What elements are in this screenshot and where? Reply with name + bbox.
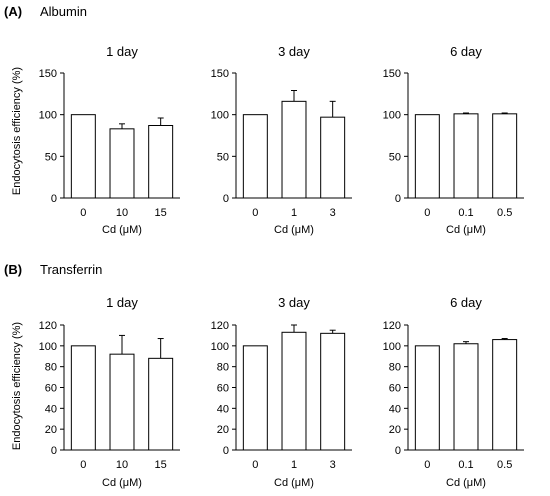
panel-b-chart-3-bar (414, 345, 440, 451)
panel-a-chart-3-bar (414, 114, 440, 199)
panel-b-chart-2-y-tick-label: 60 (217, 383, 229, 395)
panel-a-chart-2-y-tick-label: 0 (223, 193, 229, 205)
panel-b-chart-1-y-tick-label: 100 (39, 341, 57, 353)
panel-b-chart-2-xlabel: Cd (μM) (274, 477, 314, 489)
panel-a-chart-3-y-tick-label: 50 (389, 151, 401, 163)
panel-b-chart-2-x-tick-label: 3 (330, 459, 336, 471)
panel-b-chart-3-xlabel: Cd (μM) (446, 477, 486, 489)
panel-b-chart-2-y-tick-label: 0 (223, 445, 229, 457)
panel-b-chart-3-y-tick-label: 80 (389, 362, 401, 374)
panel-a-chart-3-x-tick-label: 0.5 (497, 207, 512, 219)
panel-a-chart-2-y-tick-label: 50 (217, 151, 229, 163)
panel-b-chart-3-y-tick-label: 60 (389, 383, 401, 395)
panel-a-chart-3-xlabel: Cd (μM) (446, 224, 486, 236)
panel-a-chart-3-bar (453, 113, 479, 199)
panel-a-chart-3-y-tick-label: 100 (383, 110, 401, 122)
panel-b-chart-2: 3 day 0 20 40 60 80 100 120 0 1 3 Cd (μM) (211, 295, 352, 489)
panel-a-chart-2-bar (242, 114, 268, 199)
panel-b-chart-1-xlabel: Cd (μM) (102, 477, 142, 489)
panel-b-chart-1: 1 day 0 20 40 60 80 100 120 0 10 15 Cd (μM) (39, 295, 180, 489)
panel-b-chart-3-y-tick-label: 120 (383, 320, 401, 332)
panel-b-chart-3-bar (453, 343, 479, 451)
panel-b-chart-2-y-tick-label: 120 (211, 320, 229, 332)
panel-b-chart-3-x-tick-label: 0 (424, 459, 430, 471)
panel-b-chart-3-y-tick-label: 100 (383, 341, 401, 353)
panel-a-chart-3-x-tick-label: 0.1 (458, 207, 473, 219)
panel-b-chart-1-x-tick-label: 15 (155, 459, 167, 471)
panel-b-chart-3-x-tick-label: 0.5 (497, 459, 512, 471)
panel-a-chart-1-y-tick-label: 100 (39, 110, 57, 122)
panel-a-chart-1-title: 1 day (106, 44, 138, 59)
panel-b-chart-1-y-tick-label: 20 (45, 424, 57, 436)
panel-a-chart-3-y-tick-label: 150 (383, 68, 401, 80)
panel-a-letter: (A) (4, 4, 22, 19)
panel-a-chart-3-title: 6 day (450, 44, 482, 59)
panel-b-chart-2-title: 3 day (278, 295, 310, 310)
panel-b-name: Transferrin (40, 262, 102, 277)
panel-a-chart-3: 6 day 0 50 100 150 0 0.1 0.5 Cd (μM) (383, 44, 524, 236)
panel-b-chart-2-y-tick-label: 100 (211, 341, 229, 353)
panel-b-chart-1-bar (148, 357, 174, 451)
panel-a-chart-2-x-tick-label: 1 (291, 207, 297, 219)
panel-a-chart-1-y-tick-label: 0 (51, 193, 57, 205)
panel-a-chart-2-x-tick-label: 3 (330, 207, 336, 219)
panel-a-chart-1-y-tick-label: 50 (45, 151, 57, 163)
panel-a-chart-2-title: 3 day (278, 44, 310, 59)
panel-b-chart-1-bar (109, 353, 135, 451)
panel-a-chart-1-x-tick-label: 0 (80, 207, 86, 219)
panel-a-chart-1-bar (109, 128, 135, 199)
panel-a-chart-1-bar (70, 114, 96, 199)
panel-a-chart-3-x-tick-label: 0 (424, 207, 430, 219)
panel-b-ylabel: Endocytosis efficiency (%) (11, 322, 23, 450)
panel-b-chart-3-y-tick-label: 20 (389, 424, 401, 436)
panel-a-chart-2-x-tick-label: 0 (252, 207, 258, 219)
panel-b-chart-1-y-tick-label: 0 (51, 445, 57, 457)
panel-b-chart-3-y-tick-label: 40 (389, 403, 401, 415)
panel-a-chart-2-xlabel: Cd (μM) (274, 224, 314, 236)
panel-b-chart-3: 6 day 0 20 40 60 80 100 120 0 0.1 0.5 Cd (μM) (383, 295, 524, 489)
panel-a-chart-1-x-tick-label: 10 (116, 207, 128, 219)
panel-b-chart-2-x-tick-label: 1 (291, 459, 297, 471)
panel-b-chart-3-x-tick-label: 0.1 (458, 459, 473, 471)
panel-b-chart-1-bar (70, 345, 96, 451)
panel-b-chart-2-bar (281, 331, 307, 451)
panel-b-chart-2-y-tick-label: 40 (217, 403, 229, 415)
panel-a-chart-1-y-tick-label: 150 (39, 68, 57, 80)
panel-b-letter: (B) (4, 262, 22, 277)
panel-b-chart-1-title: 1 day (106, 295, 138, 310)
panel-b-chart-1-x-tick-label: 10 (116, 459, 128, 471)
panel-b-chart-3-title: 6 day (450, 295, 482, 310)
panel-b-chart-1-y-tick-label: 40 (45, 403, 57, 415)
panel-a-name: Albumin (40, 4, 87, 19)
panel-a-chart-2-bar (281, 100, 307, 199)
panel-b-chart-2-bar (320, 332, 346, 451)
panel-a-chart-3-y-tick-label: 0 (395, 193, 401, 205)
panel-b-chart-1-y-tick-label: 60 (45, 383, 57, 395)
panel-b-chart-2-y-tick-label: 80 (217, 362, 229, 374)
panel-b-chart-2-y-tick-label: 20 (217, 424, 229, 436)
panel-a-chart-2-bar (320, 116, 346, 199)
panel-a-chart-2: 3 day 0 50 100 150 0 1 3 Cd (μM) (211, 44, 352, 236)
panel-b-chart-1-y-tick-label: 120 (39, 320, 57, 332)
panel-a-chart-1: 1 day 0 50 100 150 0 10 15 Cd (μM) (39, 44, 180, 236)
panel-a-chart-2-y-tick-label: 100 (211, 110, 229, 122)
panel-a-chart-1-bar (148, 125, 174, 199)
panel-b-chart-3-bar (492, 339, 518, 451)
panel-a-chart-1-x-tick-label: 15 (155, 207, 167, 219)
panel-b-chart-1-x-tick-label: 0 (80, 459, 86, 471)
panel-b-chart-2-bar (242, 345, 268, 451)
panel-b-chart-3-y-tick-label: 0 (395, 445, 401, 457)
panel-a-chart-2-y-tick-label: 150 (211, 68, 229, 80)
panel-b-chart-1-y-tick-label: 80 (45, 362, 57, 374)
panel-b-chart-2-x-tick-label: 0 (252, 459, 258, 471)
panel-a-ylabel: Endocytosis efficiency (%) (11, 67, 23, 195)
panel-a-chart-1-xlabel: Cd (μM) (102, 224, 142, 236)
panel-a-chart-3-bar (492, 113, 518, 199)
